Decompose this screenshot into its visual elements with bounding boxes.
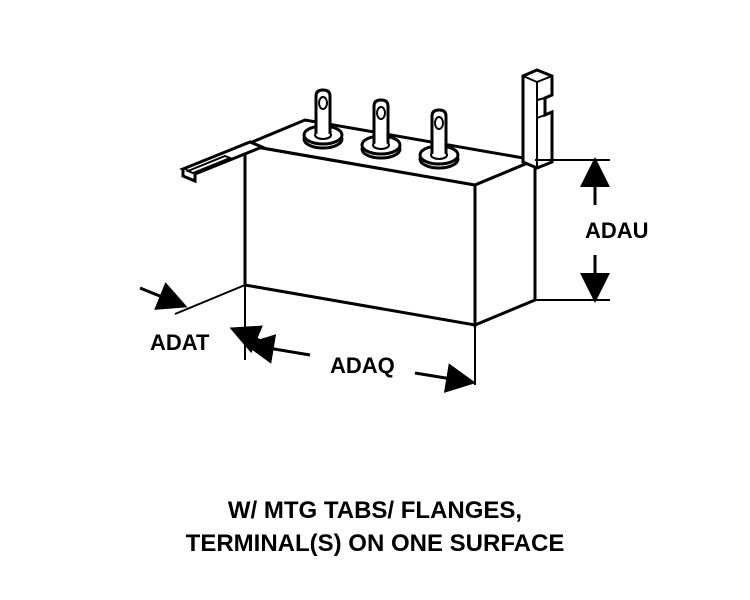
label-adat: ADAT xyxy=(150,330,209,356)
arrow-adat-in2 xyxy=(235,330,273,346)
mounting-tab-right xyxy=(523,70,552,168)
caption-line-2: TERMINAL(S) ON ONE SURFACE xyxy=(0,528,750,560)
arrow-adaq-right xyxy=(415,373,470,382)
label-adaq: ADAQ xyxy=(330,353,395,379)
component-diagram: ADAU ADAQ ADAT xyxy=(80,40,670,420)
terminal-2 xyxy=(362,100,400,158)
terminal-3 xyxy=(420,110,458,168)
ext-line-adat-front xyxy=(175,285,245,314)
terminal-1 xyxy=(304,90,342,148)
caption-line-1: W/ MTG TABS/ FLANGES, xyxy=(0,495,750,527)
arrow-adaq-left xyxy=(250,345,310,355)
arrow-adat-in1 xyxy=(140,288,182,305)
label-adau: ADAU xyxy=(585,218,649,244)
diagram-caption: W/ MTG TABS/ FLANGES, TERMINAL(S) ON ONE… xyxy=(0,495,750,560)
body-right-face xyxy=(475,160,535,325)
